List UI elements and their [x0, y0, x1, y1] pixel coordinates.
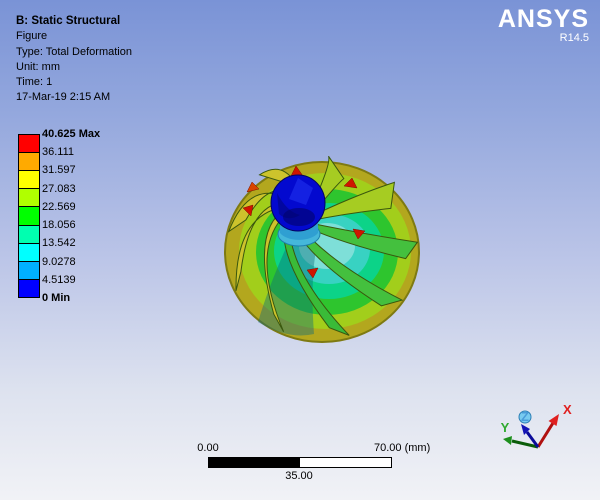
legend-value: 4.5139	[42, 273, 76, 286]
ansys-release: R14.5	[559, 32, 589, 44]
triad: X Y Z	[501, 402, 572, 449]
legend-swatch	[18, 134, 40, 154]
triad-z-arrow[interactable]	[521, 424, 530, 435]
triad-y-label: Y	[501, 420, 510, 435]
ansys-wordmark: ANSYS	[497, 5, 589, 33]
legend-value-max: 40.625 Max	[42, 128, 101, 140]
hub-facet	[277, 193, 300, 219]
legend-swatch	[18, 278, 40, 298]
legend-value: 18.056	[42, 219, 76, 232]
legend-swatch	[18, 260, 40, 280]
impeller-hub	[270, 174, 326, 247]
triad-y-axis[interactable]	[511, 439, 539, 449]
impeller-blade	[308, 181, 396, 222]
legend-swatch	[18, 242, 40, 262]
triad-x-label: X	[563, 402, 572, 417]
hub-facet	[283, 208, 315, 226]
legend-swatch	[18, 188, 40, 208]
triad-z-axis[interactable]	[525, 431, 540, 448]
legend-value: 9.0278	[42, 255, 76, 268]
ansys-logo: ANSYS R14.5	[498, 6, 589, 44]
legend-value: 36.111	[42, 146, 75, 159]
result-annotation: B: Static Structural Figure Type: Total …	[16, 14, 132, 106]
legend-swatch	[18, 206, 40, 226]
triad-y-arrow[interactable]	[503, 436, 512, 445]
hub-facet	[289, 178, 313, 205]
legend-value: 22.569	[42, 200, 76, 213]
legend-value: 13.542	[42, 237, 76, 250]
legend-value: 31.597	[42, 164, 76, 177]
annotation-line: Time: 1	[16, 76, 53, 89]
annotation-line: Unit: mm	[16, 60, 60, 73]
analysis-title: B: Static Structural	[16, 15, 121, 27]
legend-value: 27.083	[42, 182, 76, 195]
legend-value-min: 0 Min	[42, 292, 71, 304]
triad-x-axis[interactable]	[536, 422, 555, 448]
impeller-blade	[300, 221, 419, 260]
impeller-blade	[263, 207, 287, 332]
legend-swatch	[18, 224, 40, 244]
triad-z-sphere-icon[interactable]	[518, 410, 532, 424]
annotation-line: Type: Total Deformation	[16, 45, 132, 58]
impeller-deformation-contour	[224, 155, 420, 343]
annotation-line: 17-Mar-19 2:15 AM	[16, 91, 111, 104]
annotation-line: Figure	[16, 30, 48, 43]
legend-swatch	[18, 152, 40, 172]
triad-x-arrow[interactable]	[548, 414, 560, 426]
legend-swatch	[18, 170, 40, 190]
contour-legend-bar	[18, 134, 40, 298]
